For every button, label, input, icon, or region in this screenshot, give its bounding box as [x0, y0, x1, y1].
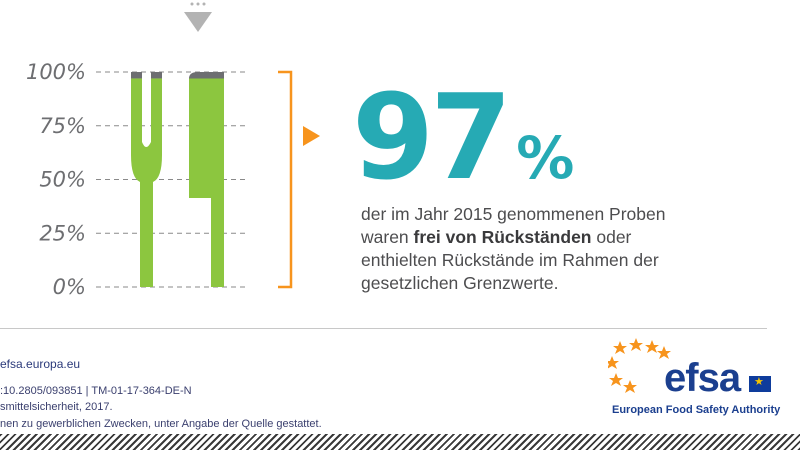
y-tick-label: 50% [39, 168, 86, 192]
efsa-logo: efsa European Food Safety Authority [608, 338, 781, 420]
statement-fragment: oder [591, 227, 632, 247]
bar-knife [189, 78, 224, 287]
logo-organisation-name: European Food Safety Authority [612, 404, 781, 416]
statement-text: der im Jahr 2015 genommenen Proben waren… [361, 203, 741, 295]
bar-remainder [131, 72, 142, 79]
statement-fragment: waren [361, 227, 414, 247]
y-tick-label: 0% [53, 275, 86, 299]
footer-doi: :10.2805/093851 | TM-01-17-364-DE-N [0, 385, 192, 397]
footer-rights-notice: nen zu gewerblichen Zwecken, unter Angab… [0, 418, 322, 430]
pointer-arrow-icon [303, 126, 320, 146]
eu-flag-icon [749, 375, 771, 392]
indicator-dot [190, 2, 194, 6]
statement-line: enthielten Rückstände im Rahmen der [361, 250, 659, 270]
logo-wordmark: efsa [664, 356, 741, 400]
indicator-dot [196, 2, 200, 6]
headline-percent-sign: % [516, 124, 575, 192]
fork-icon [131, 72, 162, 287]
headline-percentage: 97% [352, 78, 574, 196]
footer-url-link[interactable]: efsa.europa.eu [0, 357, 81, 371]
statement-line: gesetzlichen Grenzwerte. [361, 273, 559, 293]
range-bracket [278, 70, 293, 289]
headline-number: 97 [352, 68, 512, 206]
knife-icon [189, 72, 224, 287]
y-tick-label: 25% [39, 221, 86, 245]
bar-fork [131, 78, 162, 287]
stars-arc-icon [608, 338, 671, 393]
bar-remainder [151, 72, 162, 79]
hatched-border [0, 434, 800, 450]
fork-slot [145, 102, 148, 142]
indicator-dot [202, 2, 206, 6]
statement-highlight: frei von Rückständen [413, 227, 592, 247]
statement-line: waren frei von Rückständen oder [361, 226, 741, 249]
y-tick-label: 100% [26, 60, 86, 84]
y-tick-label: 75% [39, 114, 86, 138]
footer-copyright: smittelsicherheit, 2017. [0, 401, 113, 413]
down-arrow-icon [184, 12, 212, 32]
footer-divider [0, 328, 767, 329]
statement-line: der im Jahr 2015 genommenen Proben [361, 204, 666, 224]
bar-remainder [189, 72, 224, 79]
